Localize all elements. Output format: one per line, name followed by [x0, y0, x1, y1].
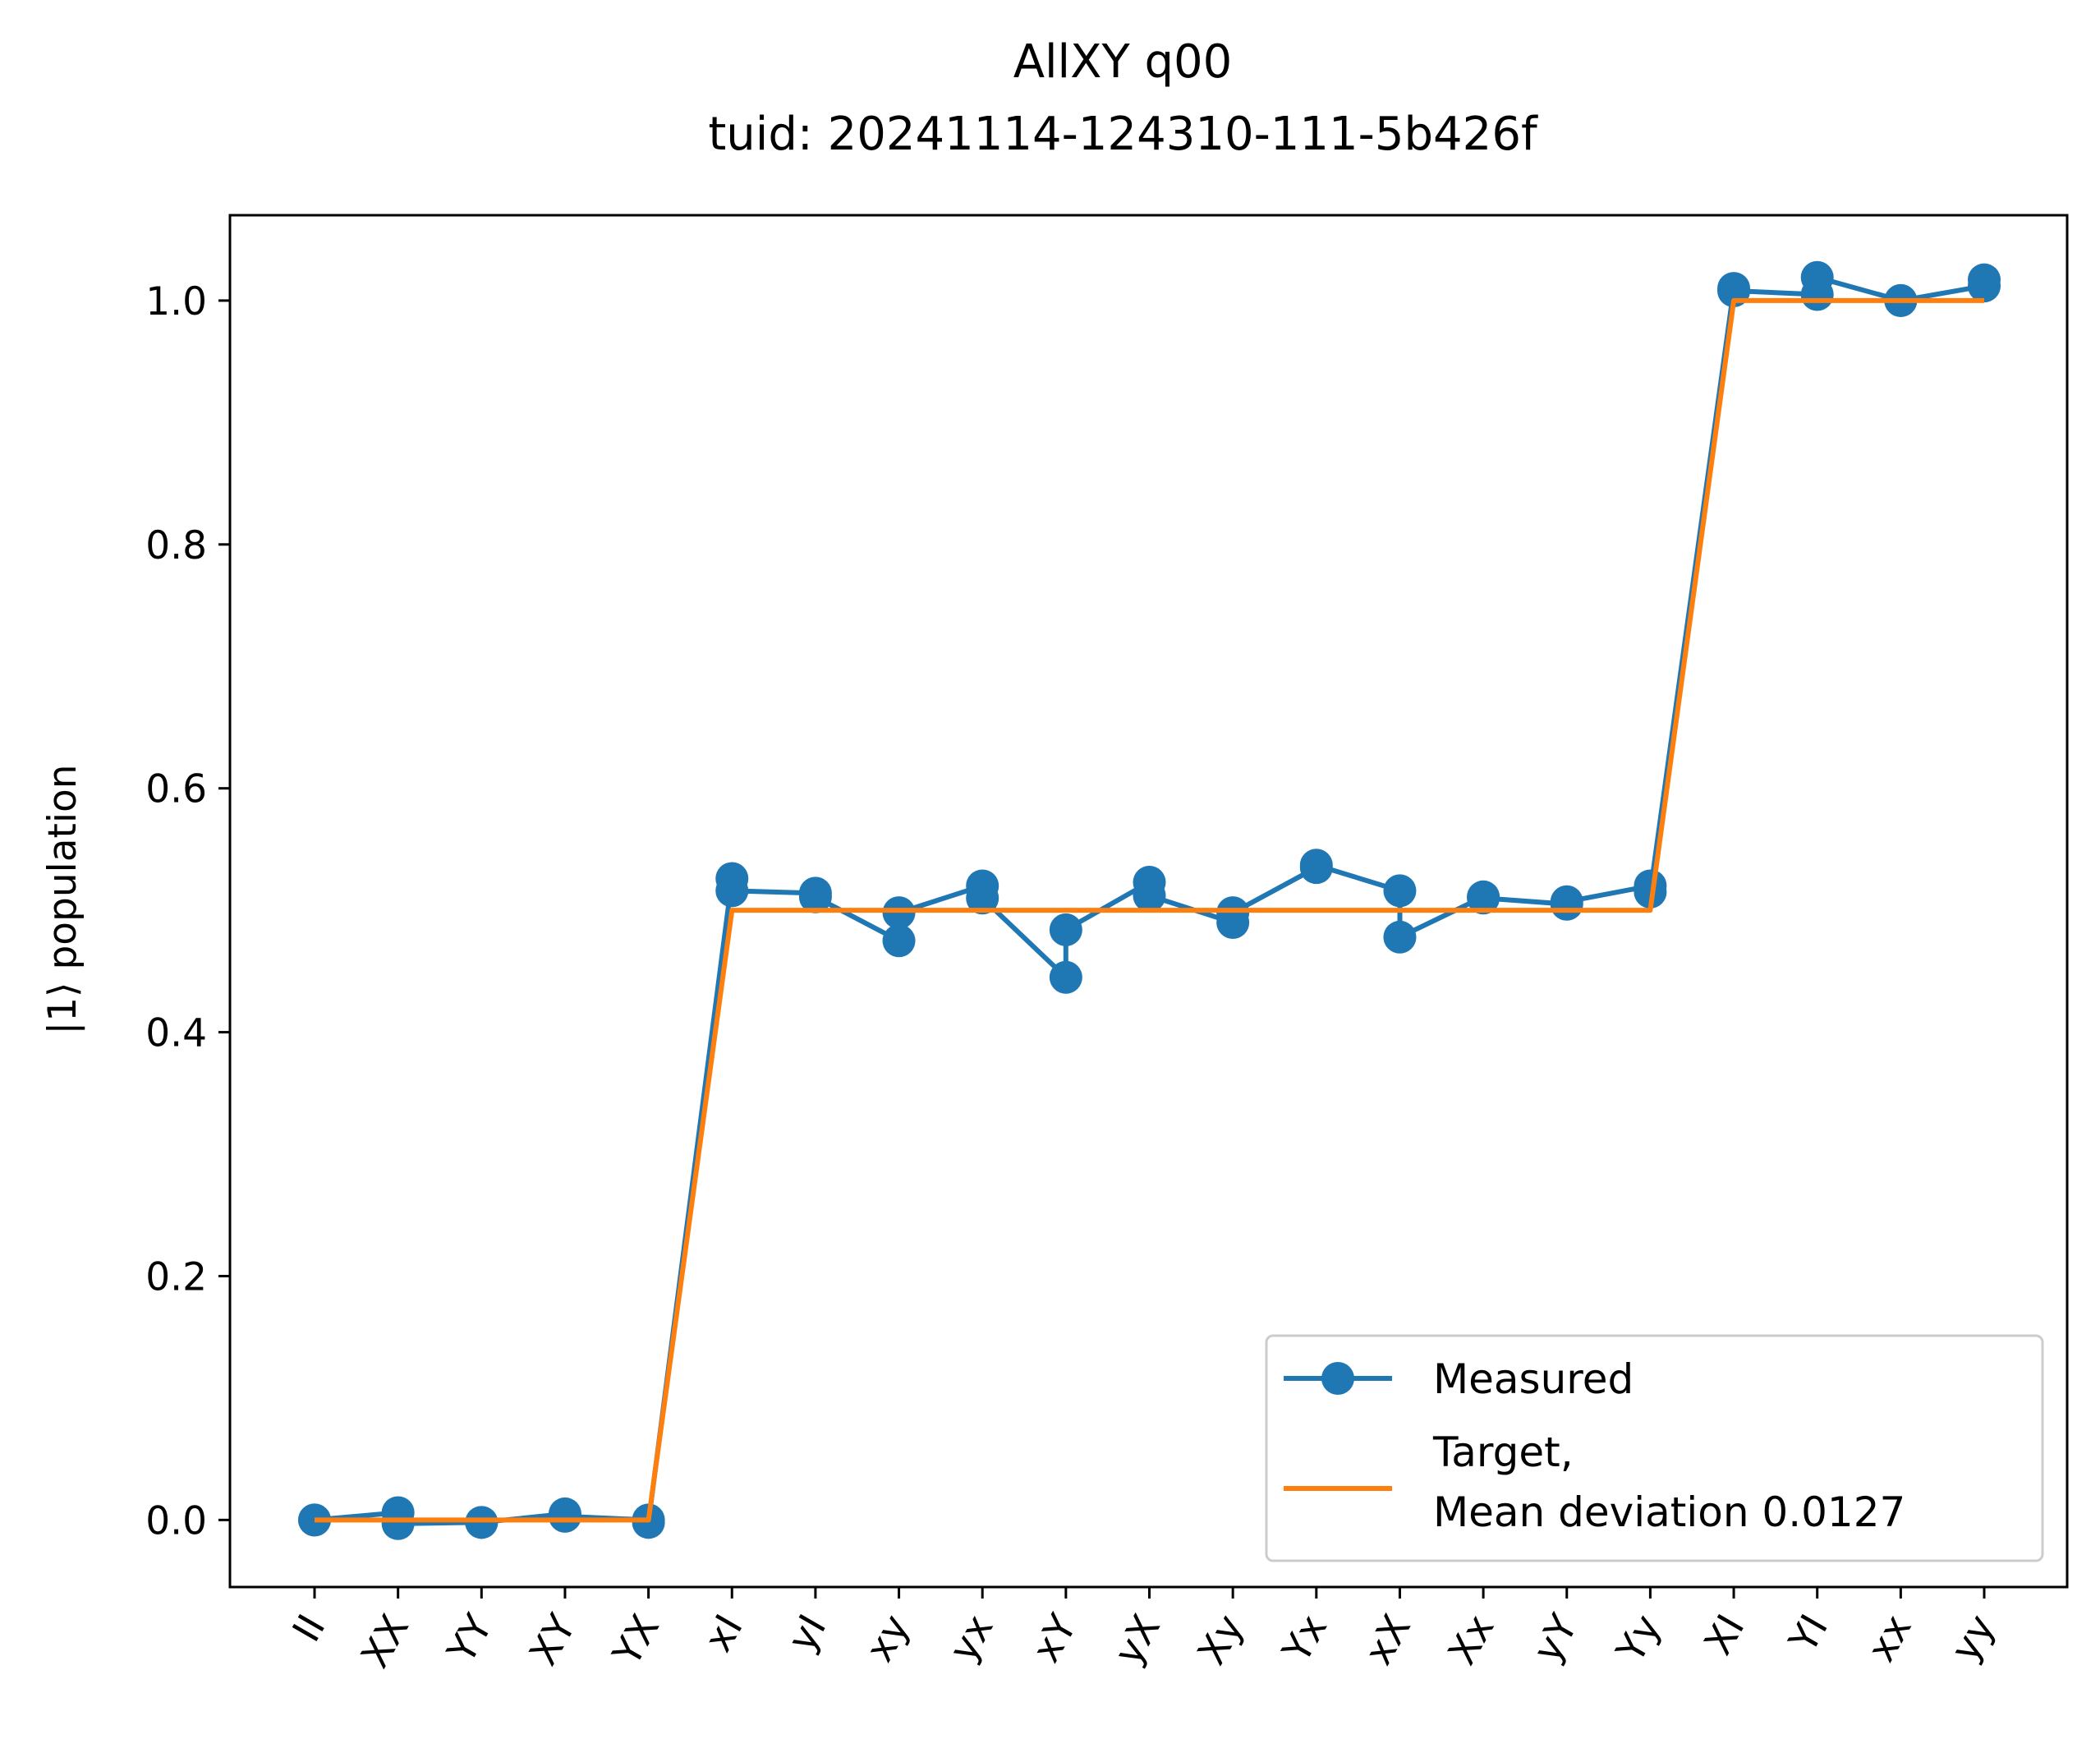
measured-point [1800, 260, 1834, 294]
x-tick-label: Xx [1440, 1608, 1504, 1672]
measured-point [1049, 960, 1082, 994]
x-tick-label: yI [779, 1608, 835, 1660]
legend-measured-marker [1321, 1362, 1354, 1395]
x-tick-label: Xy [1189, 1608, 1253, 1672]
measured-point [548, 1499, 581, 1533]
x-tick-label: xY [1023, 1607, 1086, 1670]
y-axis-label: |1⟩ population [40, 764, 85, 1034]
measured-point [882, 896, 916, 930]
x-tick-label: Yx [1274, 1608, 1336, 1671]
x-tick-label: XX [352, 1608, 418, 1676]
x-tick-label: xy [857, 1608, 918, 1670]
x-tick-label: Yy [1607, 1607, 1670, 1670]
x-tick-label: YX [604, 1608, 669, 1674]
legend-target-label-line2: Mean deviation 0.0127 [1433, 1488, 1905, 1536]
x-tick-label: xX [1356, 1608, 1420, 1672]
measured-point [381, 1507, 415, 1540]
measured-point [1550, 885, 1583, 918]
legend-target-label-line1: Target, [1432, 1428, 1574, 1476]
y-tick-label: 0.8 [145, 523, 207, 568]
x-tick-label: YI [1781, 1608, 1837, 1661]
y-tick-label: 0.0 [145, 1498, 207, 1543]
x-axis: II XX YY XY YX xI yI xy yx xY yX Xy Yx xX Xx yY Yy XI YI xx… [284, 1587, 2004, 1676]
y-tick-label: 0.2 [145, 1254, 207, 1300]
plot-frame [228, 214, 2069, 1589]
legend: Measured Target, Mean deviation 0.0127 [1265, 1334, 2044, 1562]
measured-point [1049, 913, 1082, 946]
x-tick-label: yx [940, 1608, 1002, 1670]
measured-point [1467, 881, 1500, 915]
x-tick-label: XI [1696, 1608, 1754, 1663]
x-tick-label: YY [439, 1607, 502, 1671]
legend-measured-label: Measured [1433, 1355, 1634, 1403]
x-tick-label: xI [696, 1608, 751, 1660]
measured-point [1216, 896, 1250, 930]
measured-point [882, 924, 916, 958]
plot-area [298, 260, 2001, 1540]
y-axis: 0.0 0.2 0.4 0.6 0.8 1.0 [145, 279, 230, 1543]
y-tick-label: 1.0 [145, 279, 207, 324]
measured-point [966, 881, 999, 915]
measured-point [1634, 875, 1667, 909]
legend-box [1265, 1334, 2044, 1562]
chart-title: AllXY q00 [1013, 35, 1233, 89]
measured-point [1968, 263, 2001, 297]
measured-point [1299, 849, 1333, 882]
measured-point [798, 880, 832, 913]
x-tick-label: xx [1859, 1608, 1920, 1670]
chart-subtitle: tuid: 20241114-124310-111-5b426f [708, 108, 1538, 161]
y-tick-label: 0.4 [145, 1011, 207, 1056]
measured-point [1133, 879, 1166, 913]
x-tick-label: yY [1524, 1607, 1587, 1670]
measured-point [715, 874, 749, 908]
x-tick-label: XY [521, 1607, 585, 1672]
target-series-line [315, 297, 1984, 1523]
y-tick-label: 0.6 [145, 767, 207, 812]
measured-point [1383, 874, 1417, 908]
x-tick-label: yX [1105, 1608, 1169, 1672]
x-tick-label: yy [1942, 1608, 2004, 1670]
measured-point [1383, 920, 1417, 954]
x-tick-label: II [284, 1608, 334, 1650]
